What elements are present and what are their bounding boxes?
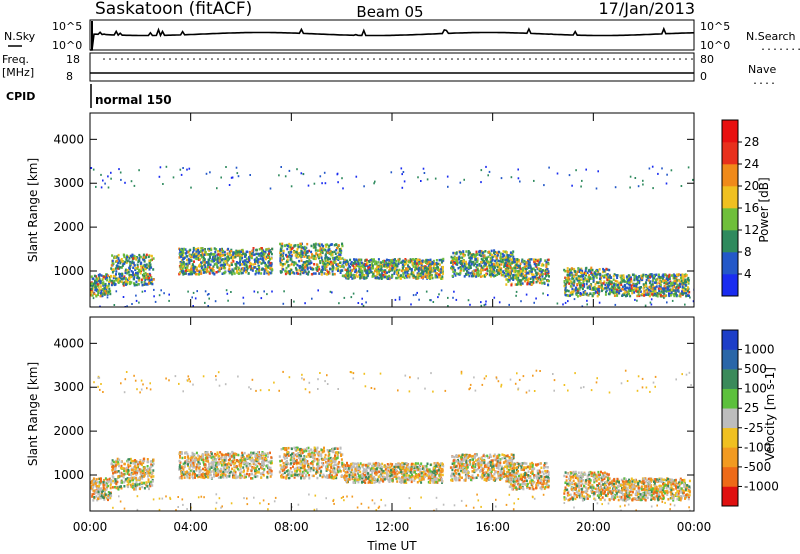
nsky-panel: N.Sky 10^5 10^0 10^5 10^0 N.Search .....… bbox=[4, 19, 800, 53]
y-tick-label: 4000 bbox=[53, 132, 84, 146]
colorbar-tick-label: 12 bbox=[744, 223, 759, 237]
x-tick-label: 00:00 bbox=[677, 520, 712, 534]
power-panel: 1000 2000 3000 4000 Slant Range [km] 4 8 12 16… bbox=[26, 112, 771, 308]
colorbar-segment bbox=[722, 164, 738, 187]
beam-title: Beam 05 bbox=[356, 3, 423, 21]
date-title: 17/Jan/2013 bbox=[598, 0, 695, 18]
nsky-tick-bottom: 10^0 bbox=[52, 39, 82, 52]
nave-label: Nave bbox=[748, 63, 776, 76]
cpid-label: CPID bbox=[6, 90, 35, 103]
colorbar-tick-label: -500 bbox=[744, 460, 771, 474]
y-tick-label: 3000 bbox=[53, 176, 84, 190]
velocity-heatmap bbox=[90, 369, 692, 511]
x-tick-label: 20:00 bbox=[576, 520, 611, 534]
cpid-panel: CPID normal 150 bbox=[6, 84, 172, 108]
colorbar-tick-label: -25 bbox=[744, 421, 764, 435]
velocity-x-ticks bbox=[89, 317, 695, 511]
colorbar-tick-label: 25 bbox=[744, 401, 759, 415]
power-colorbar-label: Power [dB] bbox=[757, 177, 771, 242]
x-tick-label: 00:00 bbox=[73, 520, 108, 534]
y-tick-label: 2000 bbox=[53, 424, 84, 438]
nsearch-tick-top: 10^5 bbox=[700, 20, 730, 33]
nsearch-tick-bottom: 10^0 bbox=[700, 39, 730, 52]
power-ylabel: Slant Range [km] bbox=[26, 158, 40, 262]
velocity-colorbar-label: Velocity [m s-1] bbox=[763, 367, 777, 461]
nsky-label: N.Sky bbox=[4, 30, 36, 43]
y-tick-label: 3000 bbox=[53, 380, 84, 394]
x-tick-label: 08:00 bbox=[274, 520, 309, 534]
power-x-ticks bbox=[89, 113, 695, 307]
nave-tick-top: 80 bbox=[700, 53, 714, 66]
power-heatmap bbox=[90, 165, 694, 307]
freq-panel: Freq. [MHz] 18 8 80 0 Nave .... bbox=[2, 52, 776, 87]
nave-trace bbox=[103, 58, 693, 60]
station-title: Saskatoon (fitACF) bbox=[95, 0, 252, 19]
nsky-trace bbox=[90, 26, 694, 51]
cpid-value: normal 150 bbox=[95, 93, 172, 107]
velocity-ylabel: Slant Range [km] bbox=[26, 362, 40, 466]
nave-legend-dots: .... bbox=[752, 76, 776, 87]
freq-tick-bottom: 8 bbox=[66, 70, 73, 83]
power-y-ticks: 1000 2000 3000 4000 bbox=[53, 132, 694, 278]
colorbar-segment bbox=[722, 447, 738, 468]
velocity-panel: 1000 2000 3000 4000 Slant Range [km] 1000 50… bbox=[26, 316, 779, 512]
colorbar-segment bbox=[722, 349, 738, 370]
colorbar-tick-label: 1000 bbox=[744, 343, 775, 357]
y-tick-label: 4000 bbox=[53, 336, 84, 350]
colorbar-segment bbox=[722, 252, 738, 275]
y-tick-label: 1000 bbox=[53, 264, 84, 278]
nsky-tick-top: 10^5 bbox=[52, 20, 82, 33]
colorbar-segment bbox=[722, 408, 738, 429]
x-tick-label: 12:00 bbox=[375, 520, 410, 534]
colorbar-tick-label: 100 bbox=[744, 382, 767, 396]
freq-label: Freq. bbox=[2, 53, 29, 66]
nsearch-legend-dots: ....... bbox=[760, 42, 800, 53]
colorbar-segment bbox=[722, 208, 738, 231]
x-tick-labels: 00:00 04:00 08:00 12:00 16:00 20:00 00:00 bbox=[73, 520, 712, 534]
colorbar-tick-label: -1000 bbox=[744, 479, 779, 493]
colorbar-segment bbox=[722, 466, 738, 487]
colorbar-tick-label: 8 bbox=[744, 245, 752, 259]
colorbar-segment bbox=[722, 427, 738, 448]
power-colorbar: 4 8 12 16 20 24 28 bbox=[721, 119, 759, 297]
colorbar-segment bbox=[722, 186, 738, 209]
x-tick-label: 16:00 bbox=[475, 520, 510, 534]
x-axis-label: Time UT bbox=[366, 539, 417, 553]
y-tick-label: 1000 bbox=[53, 468, 84, 482]
colorbar-tick-label: 16 bbox=[744, 201, 759, 215]
colorbar-tick-label: 20 bbox=[744, 179, 759, 193]
y-tick-label: 2000 bbox=[53, 220, 84, 234]
nave-tick-bottom: 0 bbox=[700, 70, 707, 83]
velocity-y-ticks: 1000 2000 3000 4000 bbox=[53, 336, 694, 482]
velocity-colorbar: 1000 500 100 25 -25 -100 -500 -1000 bbox=[721, 329, 779, 507]
colorbar-tick-label: 24 bbox=[744, 157, 759, 171]
freq-tick-top: 18 bbox=[66, 53, 80, 66]
colorbar-segment bbox=[722, 274, 738, 297]
colorbar-tick-label: -100 bbox=[744, 440, 771, 454]
colorbar-segment bbox=[722, 142, 738, 165]
freq-unit: [MHz] bbox=[2, 66, 34, 79]
colorbar-segment bbox=[722, 369, 738, 389]
colorbar-tick-label: 28 bbox=[744, 135, 759, 149]
colorbar-tick-label: 4 bbox=[744, 267, 752, 281]
colorbar-tick-label: 500 bbox=[744, 362, 767, 376]
colorbar-segment bbox=[722, 330, 738, 350]
colorbar-segment bbox=[722, 120, 738, 143]
colorbar-segment bbox=[722, 388, 738, 409]
nsearch-label: N.Search bbox=[746, 30, 796, 43]
colorbar-segment bbox=[722, 230, 738, 253]
x-tick-label: 04:00 bbox=[173, 520, 208, 534]
colorbar-segment bbox=[722, 486, 738, 507]
